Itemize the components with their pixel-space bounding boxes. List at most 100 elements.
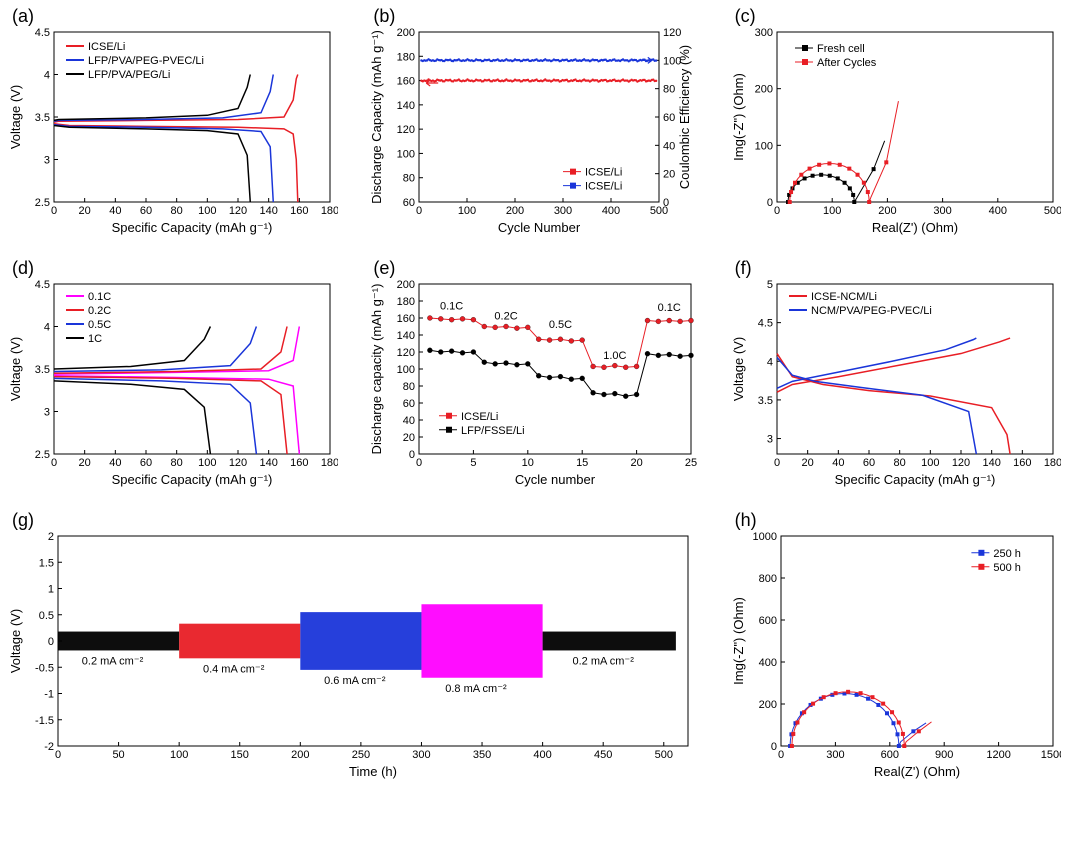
svg-text:350: 350 xyxy=(473,749,491,761)
panel-e: (e) 051015202502040608010012014016018020… xyxy=(369,260,710,500)
svg-text:100: 100 xyxy=(823,205,841,217)
chart-c: 01002003004005000100200300Real(Z') (Ohm)… xyxy=(731,26,1072,248)
svg-text:0: 0 xyxy=(774,457,780,469)
svg-text:600: 600 xyxy=(758,615,776,627)
svg-text:120: 120 xyxy=(663,27,681,39)
svg-text:LFP/PVA/PEG/Li: LFP/PVA/PEG/Li xyxy=(88,69,170,81)
svg-text:4.5: 4.5 xyxy=(757,318,772,330)
svg-text:300: 300 xyxy=(554,205,572,217)
svg-text:900: 900 xyxy=(935,749,953,761)
svg-text:0.2C: 0.2C xyxy=(495,311,518,323)
svg-text:180: 180 xyxy=(321,457,338,469)
svg-text:ICSE/Li: ICSE/Li xyxy=(461,411,498,423)
svg-text:ICSE/Li: ICSE/Li xyxy=(585,167,622,179)
panel-g-label: (g) xyxy=(12,510,34,531)
svg-text:200: 200 xyxy=(878,205,896,217)
svg-text:1000: 1000 xyxy=(752,531,776,543)
svg-text:Img(-Z") (Ohm): Img(-Z") (Ohm) xyxy=(731,597,746,685)
svg-text:0.1C: 0.1C xyxy=(658,302,681,314)
svg-text:Fresh cell: Fresh cell xyxy=(817,43,865,55)
svg-text:450: 450 xyxy=(594,749,612,761)
panel-f-label: (f) xyxy=(735,258,752,279)
svg-text:1500: 1500 xyxy=(1040,749,1060,761)
svg-text:-2: -2 xyxy=(44,741,54,753)
svg-text:140: 140 xyxy=(982,457,1000,469)
svg-text:0: 0 xyxy=(663,197,669,209)
svg-text:4: 4 xyxy=(44,322,50,334)
svg-text:800: 800 xyxy=(758,573,776,585)
svg-text:250 h: 250 h xyxy=(993,548,1021,560)
svg-text:0: 0 xyxy=(55,749,61,761)
svg-text:20: 20 xyxy=(79,457,91,469)
svg-text:1.5: 1.5 xyxy=(39,557,54,569)
svg-text:0.2 mA cm⁻²: 0.2 mA cm⁻² xyxy=(572,655,634,667)
svg-text:0: 0 xyxy=(767,197,773,209)
svg-text:0.1C: 0.1C xyxy=(88,291,111,303)
svg-text:400: 400 xyxy=(602,205,620,217)
chart-d: 0204060801001201401601802.533.544.5Speci… xyxy=(8,278,349,500)
svg-text:40: 40 xyxy=(832,457,844,469)
svg-text:1200: 1200 xyxy=(986,749,1010,761)
svg-text:-1.5: -1.5 xyxy=(35,715,54,727)
svg-text:500: 500 xyxy=(655,749,673,761)
svg-text:Voltage (V): Voltage (V) xyxy=(731,337,746,401)
svg-text:60: 60 xyxy=(863,457,875,469)
svg-text:0: 0 xyxy=(48,636,54,648)
svg-text:140: 140 xyxy=(259,457,277,469)
svg-text:400: 400 xyxy=(533,749,551,761)
svg-text:3: 3 xyxy=(44,155,50,167)
svg-text:120: 120 xyxy=(397,124,415,136)
svg-text:0.2 mA cm⁻²: 0.2 mA cm⁻² xyxy=(82,655,144,667)
svg-text:5: 5 xyxy=(767,279,773,291)
panel-g: (g) 050100150200250300350400450500-2-1.5… xyxy=(8,512,711,792)
svg-text:400: 400 xyxy=(988,205,1006,217)
svg-text:ICSE-NCM/Li: ICSE-NCM/Li xyxy=(811,291,877,303)
svg-text:1: 1 xyxy=(48,584,54,596)
svg-text:ICSE/Li: ICSE/Li xyxy=(585,181,622,193)
svg-text:160: 160 xyxy=(397,313,415,325)
svg-text:0: 0 xyxy=(416,205,422,217)
svg-text:500: 500 xyxy=(1043,205,1060,217)
svg-text:Specific Capacity (mAh g⁻¹): Specific Capacity (mAh g⁻¹) xyxy=(834,472,995,487)
svg-text:Cycle Number: Cycle Number xyxy=(498,220,581,235)
svg-text:0.2C: 0.2C xyxy=(88,305,111,317)
svg-text:140: 140 xyxy=(397,330,415,342)
svg-text:3: 3 xyxy=(767,434,773,446)
svg-text:100: 100 xyxy=(198,205,216,217)
svg-text:0.1C: 0.1C xyxy=(440,301,463,313)
svg-text:3.5: 3.5 xyxy=(35,364,50,376)
svg-text:Specific Capacity (mAh g⁻¹): Specific Capacity (mAh g⁻¹) xyxy=(112,472,273,487)
svg-text:300: 300 xyxy=(754,27,772,39)
chart-a: 0204060801001201401601802.533.544.5Speci… xyxy=(8,26,349,248)
chart-b: 01002003004005006080100120140160180200Cy… xyxy=(369,26,710,248)
chart-e: 0510152025020406080100120140160180200Cyc… xyxy=(369,278,710,500)
svg-text:200: 200 xyxy=(506,205,524,217)
svg-text:60: 60 xyxy=(663,112,675,124)
svg-text:20: 20 xyxy=(631,457,643,469)
svg-text:100: 100 xyxy=(397,364,415,376)
svg-text:0.5C: 0.5C xyxy=(88,319,111,331)
panel-h: (h) 03006009001200150002004006008001000R… xyxy=(731,512,1072,792)
svg-text:LFP/PVA/PEG-PVEC/Li: LFP/PVA/PEG-PVEC/Li xyxy=(88,55,204,67)
svg-text:LFP/FSSE/Li: LFP/FSSE/Li xyxy=(461,425,525,437)
panel-d-label: (d) xyxy=(12,258,34,279)
svg-text:1.0C: 1.0C xyxy=(604,350,627,362)
svg-text:100: 100 xyxy=(458,205,476,217)
svg-text:-1: -1 xyxy=(44,689,54,701)
svg-text:40: 40 xyxy=(109,457,121,469)
svg-text:60: 60 xyxy=(140,205,152,217)
panel-a-label: (a) xyxy=(12,6,34,27)
svg-text:120: 120 xyxy=(229,457,247,469)
svg-text:140: 140 xyxy=(397,100,415,112)
svg-text:200: 200 xyxy=(397,279,415,291)
svg-text:40: 40 xyxy=(403,415,415,427)
chart-f: 02040608010012014016018033.544.55Specifi… xyxy=(731,278,1072,500)
panel-e-label: (e) xyxy=(373,258,395,279)
panel-f: (f) 02040608010012014016018033.544.55Spe… xyxy=(731,260,1072,500)
chart-h: 03006009001200150002004006008001000Real(… xyxy=(731,530,1072,792)
svg-text:20: 20 xyxy=(801,457,813,469)
svg-text:80: 80 xyxy=(403,173,415,185)
svg-text:Img(-Z") (Ohm): Img(-Z") (Ohm) xyxy=(731,73,746,161)
svg-text:2: 2 xyxy=(48,531,54,543)
svg-text:150: 150 xyxy=(231,749,249,761)
